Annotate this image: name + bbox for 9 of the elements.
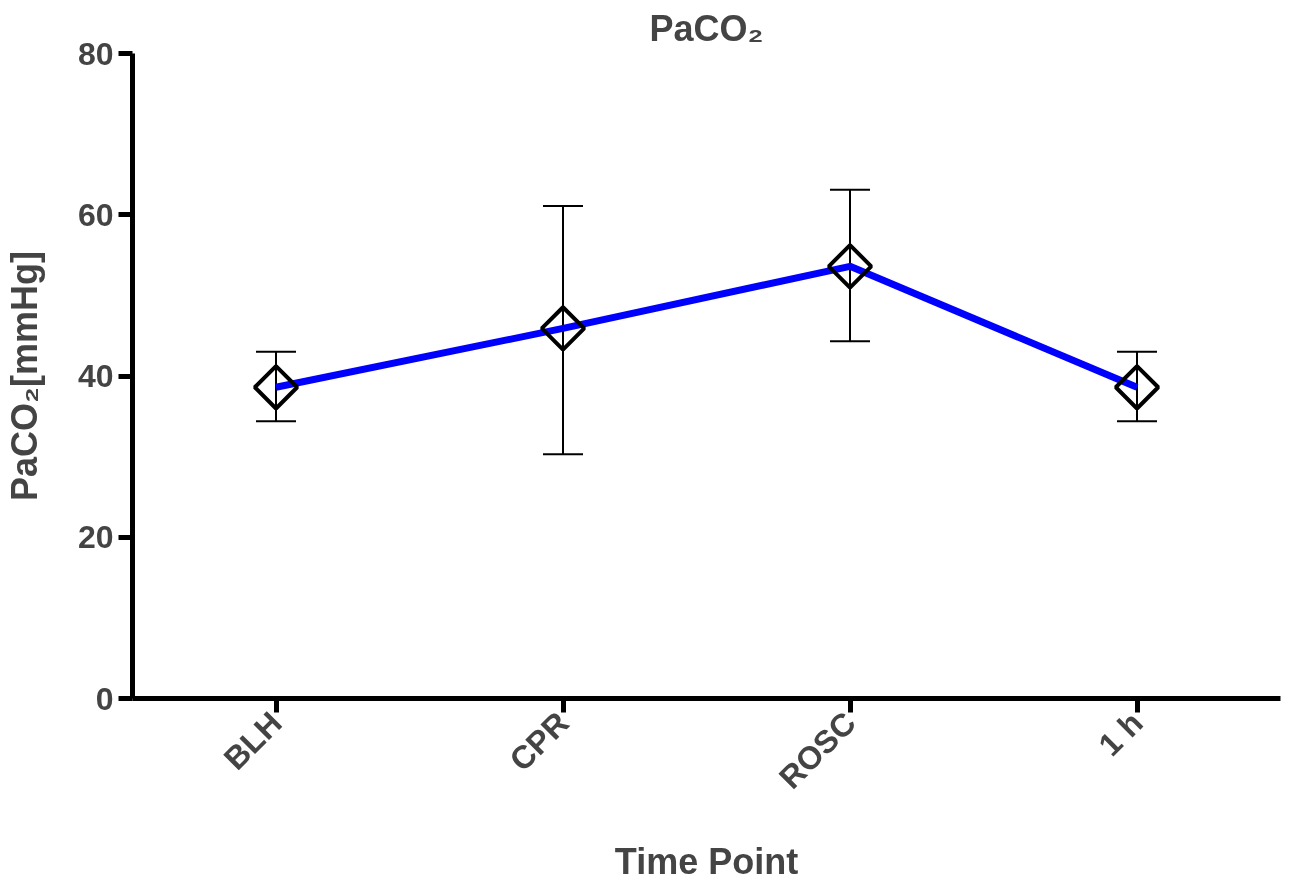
y-tick-label: 60 (77, 196, 114, 233)
x-axis-title: Time Point (614, 841, 799, 883)
y-tick-label: 40 (77, 358, 114, 394)
y-axis-title: PaCO₂[mmHg] (3, 250, 45, 502)
y-tick-label: 80 (77, 35, 114, 72)
y-tick-label: 20 (77, 519, 114, 556)
x-tick-label: 1 h (1091, 704, 1150, 763)
y-tick-label: 0 (95, 680, 114, 717)
chart-title: PaCO₂ (649, 7, 764, 49)
